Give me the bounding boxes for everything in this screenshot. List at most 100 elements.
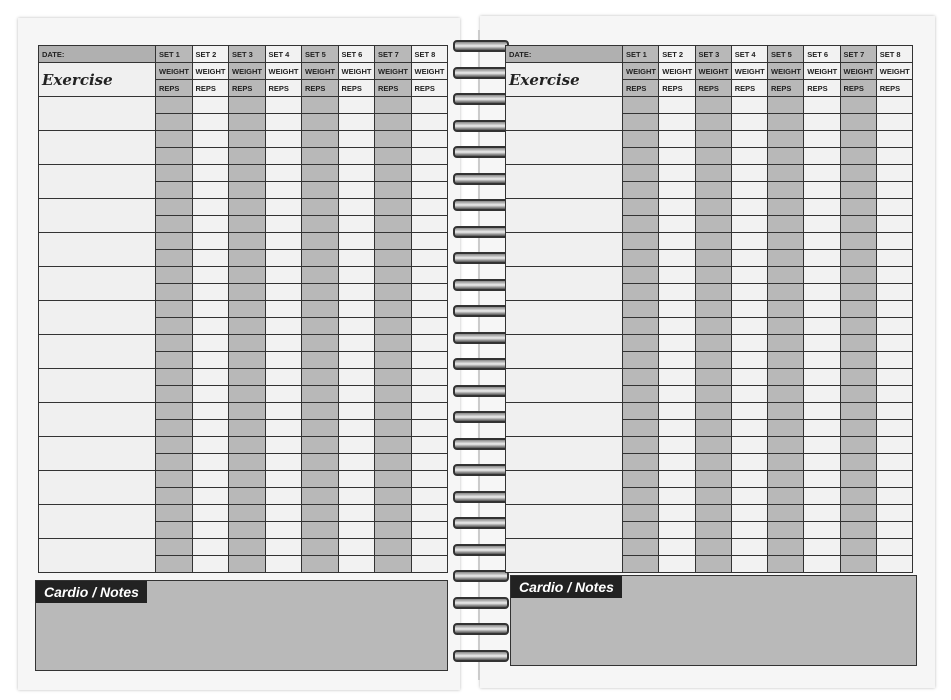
reps-cell[interactable] <box>766 283 805 301</box>
weight-cell[interactable] <box>155 130 193 148</box>
reps-cell[interactable] <box>191 147 229 165</box>
reps-cell[interactable] <box>621 521 660 539</box>
reps-cell[interactable] <box>803 351 841 369</box>
reps-cell[interactable] <box>410 351 448 369</box>
weight-cell[interactable] <box>301 300 339 318</box>
weight-cell[interactable] <box>839 470 877 488</box>
reps-cell[interactable] <box>301 521 339 539</box>
reps-cell[interactable] <box>875 555 914 573</box>
reps-cell[interactable] <box>803 215 841 233</box>
weight-cell[interactable] <box>730 402 769 420</box>
weight-cell[interactable] <box>301 198 339 216</box>
weight-cell[interactable] <box>228 402 266 420</box>
reps-cell[interactable] <box>766 419 805 437</box>
weight-cell[interactable] <box>766 538 805 556</box>
exercise-name-cell[interactable] <box>38 334 156 369</box>
weight-cell[interactable] <box>875 130 914 148</box>
weight-cell[interactable] <box>839 368 877 386</box>
reps-cell[interactable] <box>803 249 841 267</box>
reps-cell[interactable] <box>730 181 769 199</box>
weight-cell[interactable] <box>228 368 266 386</box>
reps-cell[interactable] <box>621 317 660 335</box>
reps-cell[interactable] <box>228 555 266 573</box>
reps-cell[interactable] <box>875 147 914 165</box>
cardio-notes-box-right[interactable]: Cardio / Notes <box>510 575 917 666</box>
reps-cell[interactable] <box>839 113 877 131</box>
reps-cell[interactable] <box>621 555 660 573</box>
weight-cell[interactable] <box>694 436 732 454</box>
reps-cell[interactable] <box>155 283 193 301</box>
weight-cell[interactable] <box>155 368 193 386</box>
reps-cell[interactable] <box>374 249 412 267</box>
weight-cell[interactable] <box>839 96 877 114</box>
reps-cell[interactable] <box>337 419 375 437</box>
reps-cell[interactable] <box>694 555 732 573</box>
reps-cell[interactable] <box>155 215 193 233</box>
weight-cell[interactable] <box>228 266 266 284</box>
reps-cell[interactable] <box>191 521 229 539</box>
weight-cell[interactable] <box>621 198 660 216</box>
weight-cell[interactable] <box>191 334 229 352</box>
reps-cell[interactable] <box>658 351 696 369</box>
reps-cell[interactable] <box>766 521 805 539</box>
weight-cell[interactable] <box>658 232 696 250</box>
weight-cell[interactable] <box>228 232 266 250</box>
weight-cell[interactable] <box>374 504 412 522</box>
weight-cell[interactable] <box>191 130 229 148</box>
reps-cell[interactable] <box>337 317 375 335</box>
reps-cell[interactable] <box>621 215 660 233</box>
weight-cell[interactable] <box>155 436 193 454</box>
weight-cell[interactable] <box>803 232 841 250</box>
weight-cell[interactable] <box>155 164 193 182</box>
weight-cell[interactable] <box>621 334 660 352</box>
exercise-name-cell[interactable] <box>505 232 623 267</box>
weight-cell[interactable] <box>621 266 660 284</box>
weight-cell[interactable] <box>875 504 914 522</box>
reps-cell[interactable] <box>839 487 877 505</box>
weight-cell[interactable] <box>374 130 412 148</box>
weight-cell[interactable] <box>191 470 229 488</box>
weight-cell[interactable] <box>621 436 660 454</box>
reps-cell[interactable] <box>155 419 193 437</box>
weight-cell[interactable] <box>410 436 448 454</box>
weight-cell[interactable] <box>410 232 448 250</box>
weight-cell[interactable] <box>694 300 732 318</box>
weight-cell[interactable] <box>410 300 448 318</box>
reps-cell[interactable] <box>191 351 229 369</box>
reps-cell[interactable] <box>264 317 302 335</box>
weight-cell[interactable] <box>803 300 841 318</box>
weight-cell[interactable] <box>658 538 696 556</box>
weight-cell[interactable] <box>766 368 805 386</box>
reps-cell[interactable] <box>410 113 448 131</box>
weight-cell[interactable] <box>658 402 696 420</box>
weight-cell[interactable] <box>766 300 805 318</box>
reps-cell[interactable] <box>839 521 877 539</box>
reps-cell[interactable] <box>301 351 339 369</box>
weight-cell[interactable] <box>301 504 339 522</box>
reps-cell[interactable] <box>658 249 696 267</box>
weight-cell[interactable] <box>337 368 375 386</box>
reps-cell[interactable] <box>228 385 266 403</box>
weight-cell[interactable] <box>839 164 877 182</box>
reps-cell[interactable] <box>191 419 229 437</box>
reps-cell[interactable] <box>766 181 805 199</box>
weight-cell[interactable] <box>337 96 375 114</box>
exercise-name-cell[interactable] <box>38 436 156 471</box>
reps-cell[interactable] <box>839 351 877 369</box>
weight-cell[interactable] <box>191 96 229 114</box>
weight-cell[interactable] <box>301 538 339 556</box>
weight-cell[interactable] <box>803 96 841 114</box>
weight-cell[interactable] <box>264 130 302 148</box>
weight-cell[interactable] <box>264 164 302 182</box>
weight-cell[interactable] <box>875 470 914 488</box>
weight-cell[interactable] <box>658 368 696 386</box>
weight-cell[interactable] <box>658 198 696 216</box>
weight-cell[interactable] <box>875 198 914 216</box>
weight-cell[interactable] <box>875 232 914 250</box>
reps-cell[interactable] <box>766 147 805 165</box>
reps-cell[interactable] <box>410 487 448 505</box>
reps-cell[interactable] <box>337 147 375 165</box>
reps-cell[interactable] <box>694 181 732 199</box>
weight-cell[interactable] <box>803 198 841 216</box>
reps-cell[interactable] <box>658 419 696 437</box>
